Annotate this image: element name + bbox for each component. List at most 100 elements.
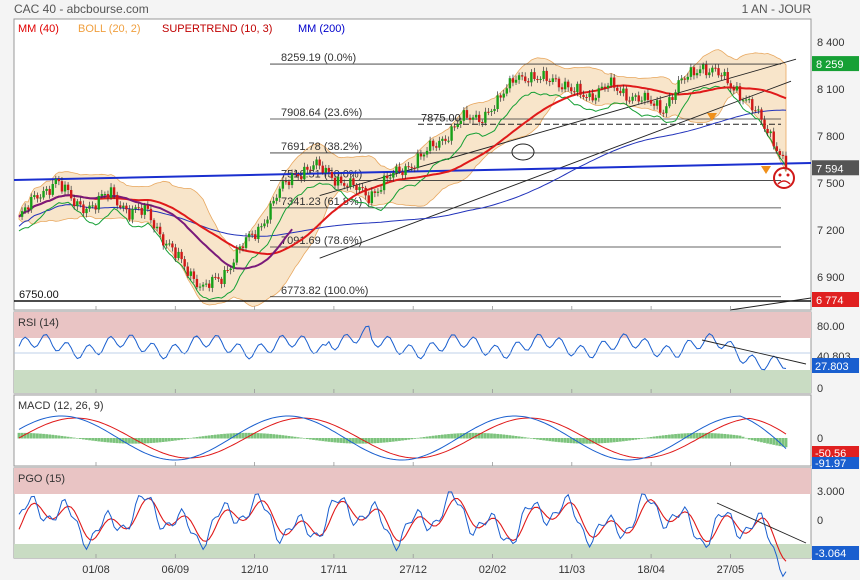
candle-body (557, 78, 561, 88)
candle-body (177, 251, 180, 259)
candle-body (115, 194, 119, 206)
candle-body (628, 100, 631, 102)
candle-body (260, 226, 263, 228)
macd-histogram-bar (695, 432, 699, 439)
candle-body (189, 271, 193, 276)
candle-body (720, 75, 723, 77)
candle-body (471, 117, 475, 120)
macd-histogram-bar (391, 438, 395, 442)
macd-histogram-bar (615, 438, 619, 442)
candle-body (625, 88, 628, 101)
pgo-tick-label: 0 (817, 515, 823, 527)
chart-legend: MM (40) BOLL (20, 2) SUPERTREND (10, 3) … (18, 23, 345, 35)
candle-body (171, 243, 174, 248)
candle-body (88, 205, 91, 209)
candle-body (168, 243, 171, 245)
macd-histogram-bar (244, 432, 248, 439)
macd-histogram-bar (339, 438, 343, 443)
candle-body (364, 187, 367, 196)
macd-histogram-bar (269, 433, 272, 439)
macd-histogram-bar (121, 438, 125, 444)
channel-line (319, 58, 797, 196)
macd-histogram-bar (57, 435, 61, 439)
mm200-curve (18, 109, 787, 237)
macd-histogram-bar (735, 435, 739, 439)
pgo-lower-zone (14, 544, 811, 558)
macd-histogram-bar (741, 436, 745, 439)
candle-body (275, 197, 278, 201)
macd-histogram-bar (490, 433, 493, 439)
candle-body (109, 187, 113, 198)
macd-histogram-bar (152, 438, 156, 443)
macd-histogram-bar (259, 433, 263, 439)
macd-histogram-bar (554, 438, 558, 442)
candle-body (324, 167, 327, 173)
candle-body (198, 286, 202, 288)
macd-histogram-bar (631, 438, 634, 441)
macd-histogram-bar (229, 433, 233, 439)
down-arrow-icon (707, 113, 717, 121)
macd-histogram-bar (327, 438, 331, 442)
macd-histogram-bar (358, 438, 361, 444)
candle-body (545, 70, 548, 81)
fib-label: 7091.69 (78.6%) (281, 235, 362, 247)
candle-body (622, 88, 625, 94)
macd-histogram-bar (109, 438, 113, 443)
macd-histogram-bar (542, 438, 546, 441)
candle-body (241, 246, 245, 248)
macd-histogram-bar (612, 438, 616, 443)
candle-body (327, 167, 331, 172)
candle-body (468, 117, 472, 120)
mm40-line (18, 84, 787, 256)
macd-histogram-bar (545, 438, 549, 441)
macd-histogram-bar (103, 438, 107, 443)
macd-histogram-bar (747, 438, 751, 440)
macd-histogram-bar (621, 438, 625, 442)
rsi-overbought-zone (14, 312, 811, 338)
macd-histogram-bar (634, 438, 638, 440)
macd-histogram-bar (296, 437, 300, 439)
macd-histogram-bar (17, 432, 21, 439)
macd-histogram-bar (508, 435, 512, 439)
macd-histogram-bar (717, 433, 720, 439)
macd-histogram-bar (652, 436, 656, 439)
macd-histogram-bar (272, 434, 276, 439)
macd-histogram-bar (398, 438, 401, 441)
macd-histogram-bar (514, 436, 518, 439)
rsi-flag (812, 358, 859, 373)
candle-body (474, 114, 478, 118)
frown-icon-mouth (777, 180, 791, 185)
candle-body (505, 88, 509, 94)
candle-body (616, 87, 619, 91)
candle-body (263, 223, 266, 227)
macd-histogram-bar (434, 435, 438, 439)
macd-histogram-bar (520, 436, 524, 439)
macd-histogram-bar (526, 437, 530, 439)
macd-histogram-bar (39, 433, 42, 439)
period-label: 1 AN - JOUR (742, 2, 812, 16)
macd-histogram-bar (557, 438, 561, 443)
candle-body (266, 219, 269, 224)
candle-body (112, 187, 116, 195)
candle-body (714, 67, 717, 69)
candle-body (496, 95, 499, 110)
macd-histogram-bar (223, 433, 226, 439)
candle-body (376, 191, 380, 193)
candle-body (339, 176, 343, 184)
mm-purple-line (18, 194, 293, 270)
candle-body (149, 208, 153, 221)
candle-body (79, 201, 82, 205)
candle-body (192, 271, 196, 279)
macd-histogram-bar (655, 436, 659, 439)
macd-histogram-bar (210, 435, 214, 439)
candle-body (729, 83, 732, 89)
candle-body (462, 110, 466, 121)
legend-supertrend: SUPERTREND (10, 3) (162, 23, 272, 35)
candle-body (520, 75, 524, 77)
candle-body (597, 88, 601, 98)
candle-body (677, 80, 680, 93)
y-tick-label: 6 900 (817, 272, 845, 284)
x-tick-label: 18/04 (637, 564, 665, 576)
candle-body (646, 92, 650, 100)
macd-histogram-bar (29, 433, 33, 439)
